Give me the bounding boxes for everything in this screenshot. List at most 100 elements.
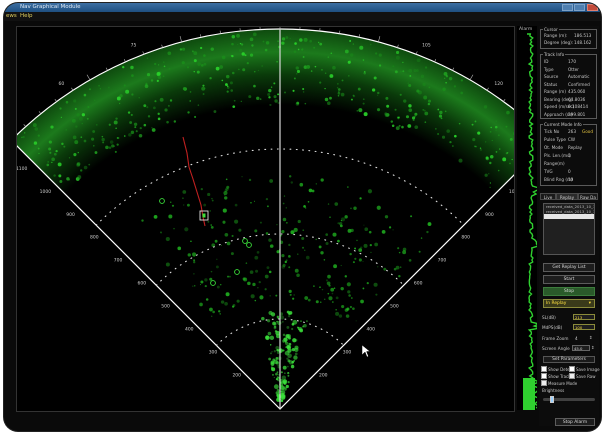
start-button[interactable]: Start xyxy=(543,275,595,284)
echo-speckle xyxy=(280,315,285,320)
echo-speckle xyxy=(273,359,278,364)
echo-speckle xyxy=(220,244,222,246)
echo-speckle xyxy=(239,42,242,45)
menu-views[interactable]: ews xyxy=(6,13,17,19)
echo-speckle xyxy=(189,91,192,93)
spinner-arrows-icon[interactable]: ⇕ xyxy=(589,335,593,340)
echo-speckle xyxy=(264,274,269,279)
echo-speckle xyxy=(291,327,294,331)
echo-speckle xyxy=(367,189,373,194)
value: Replay xyxy=(568,145,583,150)
mode-select-value: In Replay xyxy=(546,301,567,306)
echo-speckle xyxy=(344,215,348,219)
mdps-field[interactable]: 100 xyxy=(573,324,595,330)
echo-speckle xyxy=(57,162,62,167)
echo-speckle xyxy=(313,46,316,49)
echo-speckle xyxy=(164,108,168,112)
save-image-checkbox[interactable]: Save Image xyxy=(569,366,600,372)
echo-speckle xyxy=(259,221,262,224)
echo-speckle xyxy=(337,92,341,95)
stop-alarm-button[interactable]: Stop Alarm xyxy=(555,418,595,426)
echo-speckle xyxy=(363,224,365,226)
screen-angle-field[interactable]: 45.0 xyxy=(572,345,590,351)
value: Confirmed xyxy=(568,81,590,87)
menu-help[interactable]: Help xyxy=(20,13,33,19)
title-bar: Nav Graphical Module xyxy=(4,3,601,12)
echo-speckle xyxy=(277,320,282,326)
echo-speckle xyxy=(498,134,500,137)
echo-speckle xyxy=(284,372,286,375)
echo-speckle xyxy=(505,125,508,128)
list-item[interactable]: received_data_2013_10_14_ xyxy=(546,204,594,209)
stop-button[interactable]: Stop xyxy=(543,287,595,296)
echo-speckle xyxy=(350,228,354,233)
range-ring xyxy=(155,233,405,286)
sonar-fan-plot[interactable]: 4560758090901051201351200110010009008007… xyxy=(17,27,514,411)
echo-speckle xyxy=(162,75,165,78)
echo-speckle xyxy=(216,285,220,289)
minimize-button[interactable] xyxy=(562,4,573,11)
show-detect-checkbox[interactable]: Show Detect. xyxy=(541,366,575,372)
echo-speckle xyxy=(423,109,426,112)
echo-speckle xyxy=(364,227,369,232)
echo-speckle xyxy=(410,215,413,218)
spinner-arrows-icon[interactable]: ⇕ xyxy=(591,345,595,350)
checkbox-icon[interactable] xyxy=(569,366,575,372)
show-tracks-checkbox[interactable]: Show Tracks xyxy=(541,373,573,379)
brightness-slider[interactable] xyxy=(543,396,595,403)
tab-replay[interactable]: Replay xyxy=(556,193,578,200)
echo-speckle xyxy=(490,126,492,129)
get-replay-list-button[interactable]: Get Replay List xyxy=(543,263,595,272)
echo-speckle xyxy=(337,88,341,91)
mode-select[interactable]: In Replay ▾ xyxy=(543,299,595,308)
echo-speckle xyxy=(479,148,483,151)
measure-mode-checkbox[interactable]: Measure Mode xyxy=(541,380,577,386)
checkbox-icon[interactable] xyxy=(541,373,547,379)
echo-speckle xyxy=(333,287,336,289)
echo-speckle xyxy=(375,293,378,296)
sonar-display[interactable]: 4560758090901051201351200110010009008007… xyxy=(16,26,515,412)
cursor-degree-row: Degree (deg): 148.162 xyxy=(544,40,598,46)
echo-speckle xyxy=(439,110,443,115)
echo-speckle xyxy=(495,129,498,131)
echo-speckle xyxy=(337,83,339,85)
echo-speckle xyxy=(376,265,379,268)
checkbox-icon[interactable] xyxy=(541,380,547,386)
echo-speckle xyxy=(173,120,177,123)
echo-speckle xyxy=(399,70,403,73)
replay-file-list[interactable]: received_data_2013_10_14_ received_data_… xyxy=(543,203,595,255)
list-item-selected[interactable] xyxy=(544,214,594,219)
echo-speckle xyxy=(442,87,446,92)
echo-speckle xyxy=(193,51,198,56)
save-raw-checkbox[interactable]: Save Raw xyxy=(569,373,596,379)
brightness-slider-handle[interactable] xyxy=(550,396,555,403)
maximize-button[interactable] xyxy=(574,4,585,11)
echo-speckle xyxy=(150,79,154,82)
set-parameters-button[interactable]: Set Parameters xyxy=(543,356,595,363)
bearing-tick xyxy=(486,87,489,91)
echo-speckle xyxy=(458,158,463,163)
echo-speckle xyxy=(335,311,340,316)
echo-speckle xyxy=(259,295,264,300)
close-button[interactable] xyxy=(587,4,598,11)
echo-speckle xyxy=(251,44,254,47)
echo-speckle xyxy=(225,178,228,181)
checkbox-icon[interactable] xyxy=(541,366,547,372)
echo-speckle xyxy=(202,84,205,87)
tab-live[interactable]: Live xyxy=(540,193,556,200)
echo-speckle xyxy=(254,299,257,302)
echo-speckle xyxy=(388,226,392,229)
echo-speckle xyxy=(366,281,369,285)
checkbox-icon[interactable] xyxy=(569,373,575,379)
sl-field[interactable]: 213 xyxy=(573,314,595,320)
frame-zoom-value[interactable]: 4 xyxy=(575,336,578,341)
echo-speckle xyxy=(412,119,415,122)
echo-speckle xyxy=(396,50,400,55)
echo-speckle xyxy=(238,228,242,232)
list-item[interactable]: received_data_2013_10_14_ xyxy=(546,209,594,214)
tab-raw-data[interactable]: Raw Da xyxy=(578,193,598,200)
echo-speckle xyxy=(165,262,170,267)
cursor-box: Cursor Range (m): 186.513 Degree (deg): 14… xyxy=(540,27,598,49)
echo-speckle xyxy=(211,315,213,317)
echo-speckle xyxy=(276,61,278,63)
